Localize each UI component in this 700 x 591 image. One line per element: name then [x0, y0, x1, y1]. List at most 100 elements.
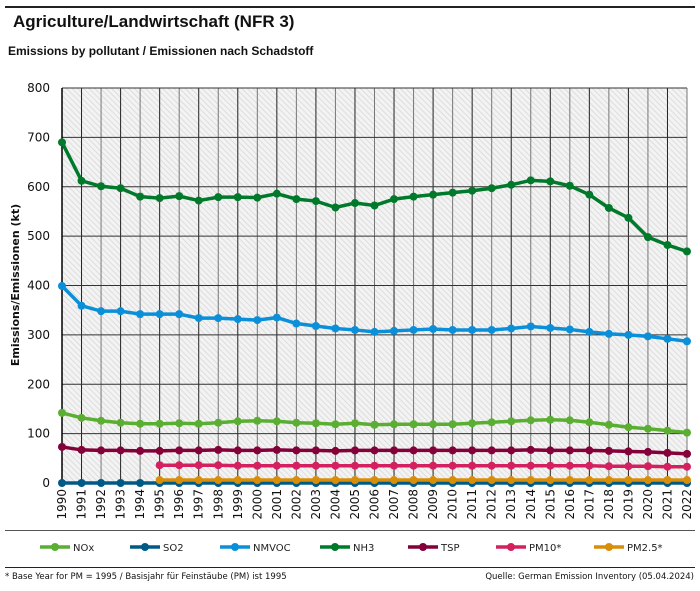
data-point-pm10 — [546, 461, 555, 470]
data-point-nh3 — [429, 190, 438, 199]
data-point-nox — [272, 417, 281, 426]
x-tick-label: 2020 — [641, 489, 655, 520]
data-point-nh3 — [311, 197, 320, 206]
y-tick-label: 400 — [27, 279, 50, 293]
data-point-nh3 — [683, 247, 691, 256]
data-point-nh3 — [643, 233, 652, 242]
source-note: Quelle: German Emission Inventory (05.04… — [485, 572, 694, 582]
data-point-nmvoc — [136, 310, 145, 319]
data-point-so2 — [97, 479, 106, 487]
x-tick-label: 2000 — [250, 489, 264, 520]
data-point-pm10 — [409, 461, 418, 470]
data-point-pm25 — [565, 476, 574, 485]
y-tick-label: 300 — [27, 328, 50, 342]
y-axis-label: Emissions/Emissionen (kt) — [9, 204, 22, 366]
data-point-pm10 — [429, 461, 438, 470]
data-point-nh3 — [468, 186, 477, 195]
data-point-pm10 — [468, 461, 477, 470]
data-point-pm10 — [390, 461, 399, 470]
data-point-nmvoc — [58, 281, 66, 290]
legend-label-nox: NOx — [73, 543, 94, 554]
data-point-nmvoc — [155, 310, 164, 319]
data-point-nmvoc — [370, 327, 379, 336]
x-tick-label: 2006 — [368, 489, 382, 520]
data-point-nox — [194, 419, 203, 428]
data-point-nh3 — [233, 193, 242, 202]
x-tick-label: 1992 — [94, 489, 108, 520]
data-point-nox — [390, 420, 399, 429]
legend-marker-pm10 — [507, 543, 515, 551]
data-point-nmvoc — [214, 314, 223, 323]
data-point-pm25 — [155, 476, 164, 485]
legend-marker-tsp — [419, 543, 427, 551]
data-point-pm25 — [546, 476, 555, 485]
data-point-pm10 — [155, 461, 164, 470]
data-point-nox — [292, 418, 301, 427]
data-point-tsp — [585, 446, 594, 455]
data-point-tsp — [546, 446, 555, 455]
data-point-nox — [487, 418, 496, 427]
data-point-tsp — [311, 446, 320, 455]
data-point-nmvoc — [175, 310, 184, 319]
data-point-nmvoc — [77, 301, 86, 310]
x-tick-label: 1993 — [114, 489, 128, 520]
data-point-pm10 — [683, 462, 691, 471]
data-point-nmvoc — [253, 316, 262, 325]
data-point-pm10 — [175, 461, 184, 470]
data-point-nox — [409, 420, 418, 429]
data-point-nh3 — [546, 177, 555, 186]
x-tick-label: 2001 — [270, 489, 284, 520]
data-point-nmvoc — [526, 322, 535, 331]
x-tick-label: 2017 — [582, 489, 596, 520]
data-point-nox — [683, 428, 691, 437]
data-point-nox — [58, 408, 66, 417]
data-point-pm25 — [311, 476, 320, 485]
data-point-so2 — [116, 479, 125, 487]
data-point-nh3 — [77, 176, 86, 185]
data-point-tsp — [409, 446, 418, 455]
x-tick-label: 1998 — [211, 489, 225, 520]
data-point-pm10 — [311, 461, 320, 470]
x-tick-label: 2009 — [426, 489, 440, 520]
data-point-tsp — [194, 446, 203, 455]
data-point-nh3 — [194, 196, 203, 205]
legend-label-pm25: PM2.5* — [627, 543, 663, 554]
data-point-so2 — [136, 479, 145, 487]
data-point-tsp — [253, 446, 262, 455]
legend-marker-nh3 — [331, 543, 339, 551]
series-line-pm10 — [159, 463, 687, 469]
data-point-pm10 — [233, 461, 242, 470]
data-point-nh3 — [487, 184, 496, 193]
data-point-tsp — [58, 442, 66, 451]
data-point-nox — [526, 416, 535, 425]
page-subtitle: Emissions by pollutant / Emissionen nach… — [8, 44, 314, 58]
data-point-pm25 — [409, 476, 418, 485]
data-point-nox — [507, 417, 516, 426]
x-tick-label: 1996 — [172, 489, 186, 520]
data-point-nh3 — [507, 180, 516, 189]
data-point-pm25 — [272, 476, 281, 485]
legend-marker-so2 — [141, 543, 149, 551]
data-point-tsp — [487, 446, 496, 455]
data-point-nox — [663, 426, 672, 435]
x-tick-label: 1991 — [75, 489, 89, 520]
data-point-pm25 — [507, 476, 516, 485]
data-point-tsp — [116, 446, 125, 455]
data-point-nh3 — [350, 199, 359, 208]
footnote: * Base Year for PM = 1995 / Basisjahr fü… — [5, 572, 287, 582]
data-point-nh3 — [526, 176, 535, 185]
data-point-pm25 — [233, 476, 242, 485]
data-point-nh3 — [116, 184, 125, 193]
data-point-tsp — [370, 446, 379, 455]
data-point-nox — [311, 419, 320, 428]
y-tick-label: 600 — [27, 180, 50, 194]
data-point-nox — [214, 418, 223, 427]
data-point-nh3 — [175, 192, 184, 201]
data-point-nox — [331, 420, 340, 429]
data-point-nox — [546, 415, 555, 424]
data-point-nh3 — [565, 181, 574, 190]
legend-marker-pm25 — [605, 543, 613, 551]
data-point-pm10 — [526, 461, 535, 470]
data-point-pm25 — [526, 476, 535, 485]
data-point-tsp — [507, 446, 516, 455]
